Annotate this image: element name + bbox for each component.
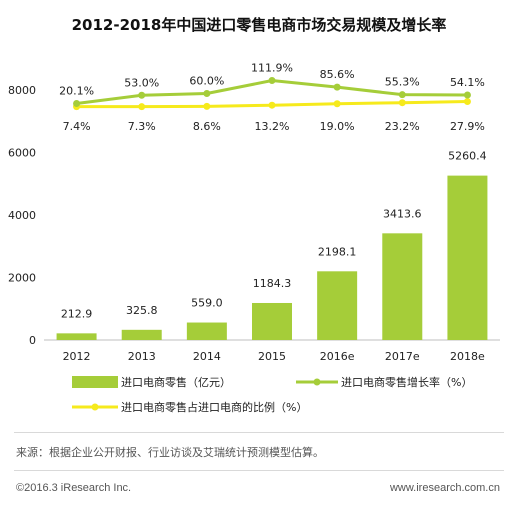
legend-swatch-growth-marker: [313, 378, 321, 386]
legend-label-bar: 进口电商零售（亿元）: [121, 375, 231, 389]
growth-marker: [398, 91, 406, 99]
growth-value-label: 53.0%: [124, 76, 159, 89]
y-tick-label: 0: [29, 334, 36, 347]
y-axis-ticks: 0 2000 4000 6000 8000: [8, 84, 36, 347]
growth-value-label: 55.3%: [385, 76, 420, 89]
legend-swatch-share-marker: [91, 403, 99, 411]
bar: [56, 333, 97, 340]
x-tick-label: 2016e: [320, 350, 355, 363]
bar: [121, 329, 162, 340]
legend-label-share: 进口电商零售占进口电商的比例（%）: [121, 400, 307, 414]
x-tick-label: 2013: [128, 350, 156, 363]
x-tick-label: 2018e: [450, 350, 485, 363]
line-labels: 7.4% 7.3% 8.6% 13.2% 19.0% 23.2% 27.9% 20.1% 53.…: [59, 62, 485, 133]
bar-value-label: 325.8: [126, 304, 158, 317]
bar-value-label: 5260.4: [448, 150, 487, 163]
share-value-label: 7.4%: [63, 120, 91, 133]
x-tick-label: 2015: [258, 350, 286, 363]
bar-value-label: 212.9: [61, 307, 93, 320]
growth-marker: [463, 91, 471, 99]
x-tick-label: 2012: [63, 350, 91, 363]
growth-value-label: 20.1%: [59, 84, 94, 97]
legend: 进口电商零售（亿元） 进口电商零售增长率（%） 进口电商零售占进口电商的比例（%…: [72, 375, 472, 414]
bar-labels: 212.9 325.8 559.0 1184.3 2198.1 3413.6 5260.4: [61, 150, 487, 321]
copyright: ©2016.3 iResearch Inc.: [16, 482, 132, 494]
y-tick-label: 6000: [8, 147, 36, 160]
x-tick-label: 2014: [193, 350, 221, 363]
legend-swatch-bar: [72, 376, 118, 388]
line-series: [73, 77, 471, 111]
share-marker: [463, 98, 471, 106]
bar-value-label: 2198.1: [318, 245, 357, 258]
growth-marker: [138, 91, 146, 99]
growth-value-label: 60.0%: [189, 75, 224, 88]
share-value-label: 23.2%: [385, 120, 420, 133]
legend-label-growth: 进口电商零售增长率（%）: [341, 375, 472, 389]
growth-marker: [333, 83, 341, 91]
divider: [14, 432, 504, 433]
divider: [14, 470, 504, 471]
bar: [317, 271, 358, 340]
growth-value-label: 85.6%: [320, 68, 355, 81]
share-value-label: 7.3%: [128, 120, 156, 133]
x-axis-ticks: 2012 2013 2014 2015 2016e 2017e 2018e: [63, 350, 485, 363]
bar: [252, 302, 292, 340]
bar: [447, 175, 488, 340]
chart-title: 2012-2018年中国进口零售电商市场交易规模及增长率: [71, 16, 447, 34]
share-marker: [268, 101, 276, 109]
share-marker: [398, 99, 406, 107]
bar-series: [56, 175, 488, 340]
share-marker: [138, 103, 146, 111]
y-tick-label: 2000: [8, 272, 36, 285]
growth-marker: [268, 77, 276, 85]
y-tick-label: 4000: [8, 209, 36, 222]
y-tick-label: 8000: [8, 84, 36, 97]
share-value-label: 8.6%: [193, 120, 221, 133]
bar: [382, 233, 423, 340]
bar: [186, 322, 227, 340]
website-link[interactable]: www.iresearch.com.cn: [389, 482, 500, 494]
bar-value-label: 559.0: [191, 297, 223, 310]
share-marker: [333, 100, 341, 108]
growth-marker: [203, 90, 211, 97]
growth-value-label: 54.1%: [450, 76, 485, 89]
share-marker: [203, 102, 211, 110]
growth-value-label: 111.9%: [251, 62, 293, 75]
share-value-label: 13.2%: [255, 120, 290, 133]
bar-value-label: 3413.6: [383, 207, 422, 220]
source-note: 来源：根据企业公开财报、行业访谈及艾瑞统计预测模型估算。: [16, 446, 324, 459]
share-value-label: 19.0%: [320, 120, 355, 133]
x-tick-label: 2017e: [385, 350, 420, 363]
share-value-label: 27.9%: [450, 120, 485, 133]
bar-value-label: 1184.3: [253, 277, 292, 290]
growth-marker: [73, 99, 81, 107]
